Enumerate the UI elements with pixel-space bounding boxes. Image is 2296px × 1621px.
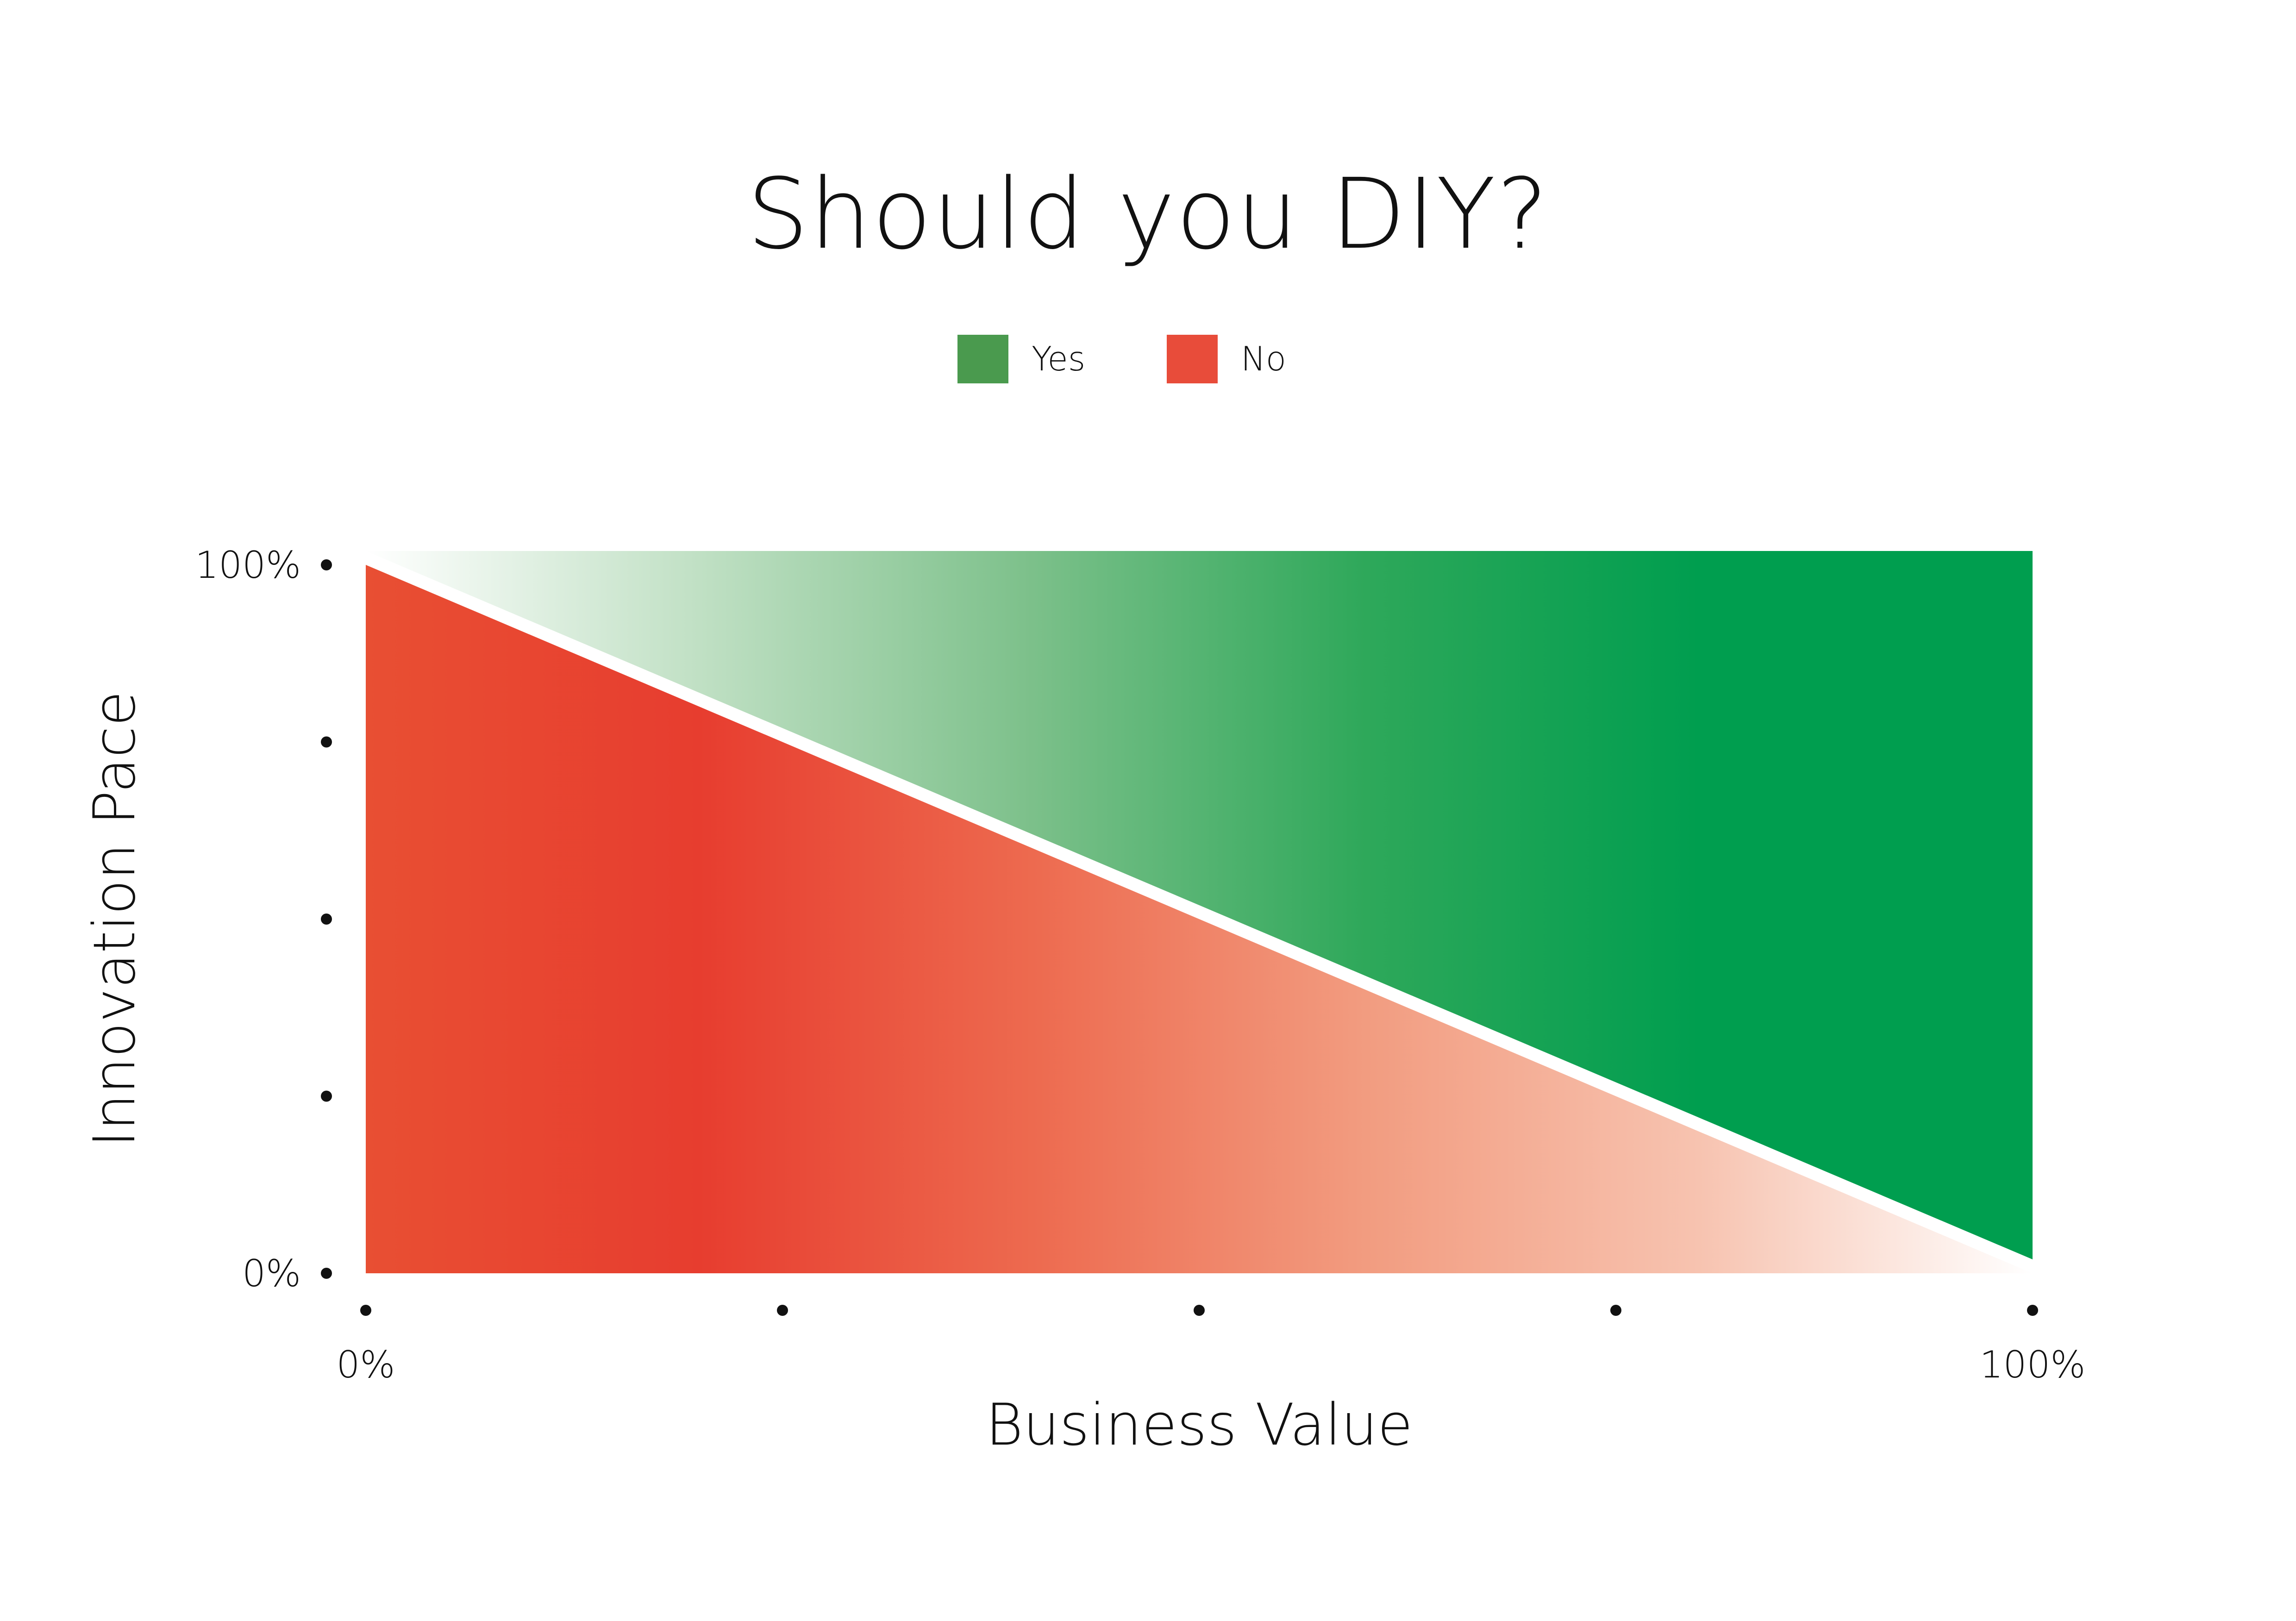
y-tick-dot (321, 1268, 332, 1279)
x-tick-dot (360, 1305, 371, 1316)
x-tick-dot (1610, 1305, 1621, 1316)
y-tick-label: 0% (242, 1252, 301, 1295)
legend-swatch-yes (957, 334, 1008, 383)
y-axis-label: Innovation Pace (81, 691, 148, 1147)
y-axis-ticks: 0% 100% (195, 544, 332, 1295)
y-tick-dot (321, 1090, 332, 1102)
chart-areas (366, 551, 2033, 1273)
area-yes (366, 551, 2033, 1259)
x-tick-label: 0% (337, 1343, 395, 1386)
y-tick-dot (321, 559, 332, 570)
x-axis-ticks: 0% 100% (337, 1305, 2086, 1386)
legend-label-no: No (1241, 339, 1286, 378)
legend-label-yes: Yes (1032, 339, 1086, 378)
legend-item-no: No (1167, 333, 1286, 384)
x-tick-label: 100% (1980, 1343, 2086, 1386)
legend-item-yes: Yes (957, 333, 1085, 384)
x-tick-dot (777, 1305, 788, 1316)
x-tick-dot (2027, 1305, 2038, 1316)
legend: Yes No (0, 333, 2296, 389)
y-tick-dot (321, 736, 332, 748)
legend-swatch-no (1167, 334, 1218, 383)
x-tick-dot (1194, 1305, 1205, 1316)
y-tick-dot (321, 914, 332, 925)
x-axis-label: Business Value (986, 1392, 1413, 1458)
area-no (366, 565, 2033, 1273)
y-tick-label: 100% (195, 544, 301, 587)
chart-title: Should you DIY? (747, 157, 1549, 271)
